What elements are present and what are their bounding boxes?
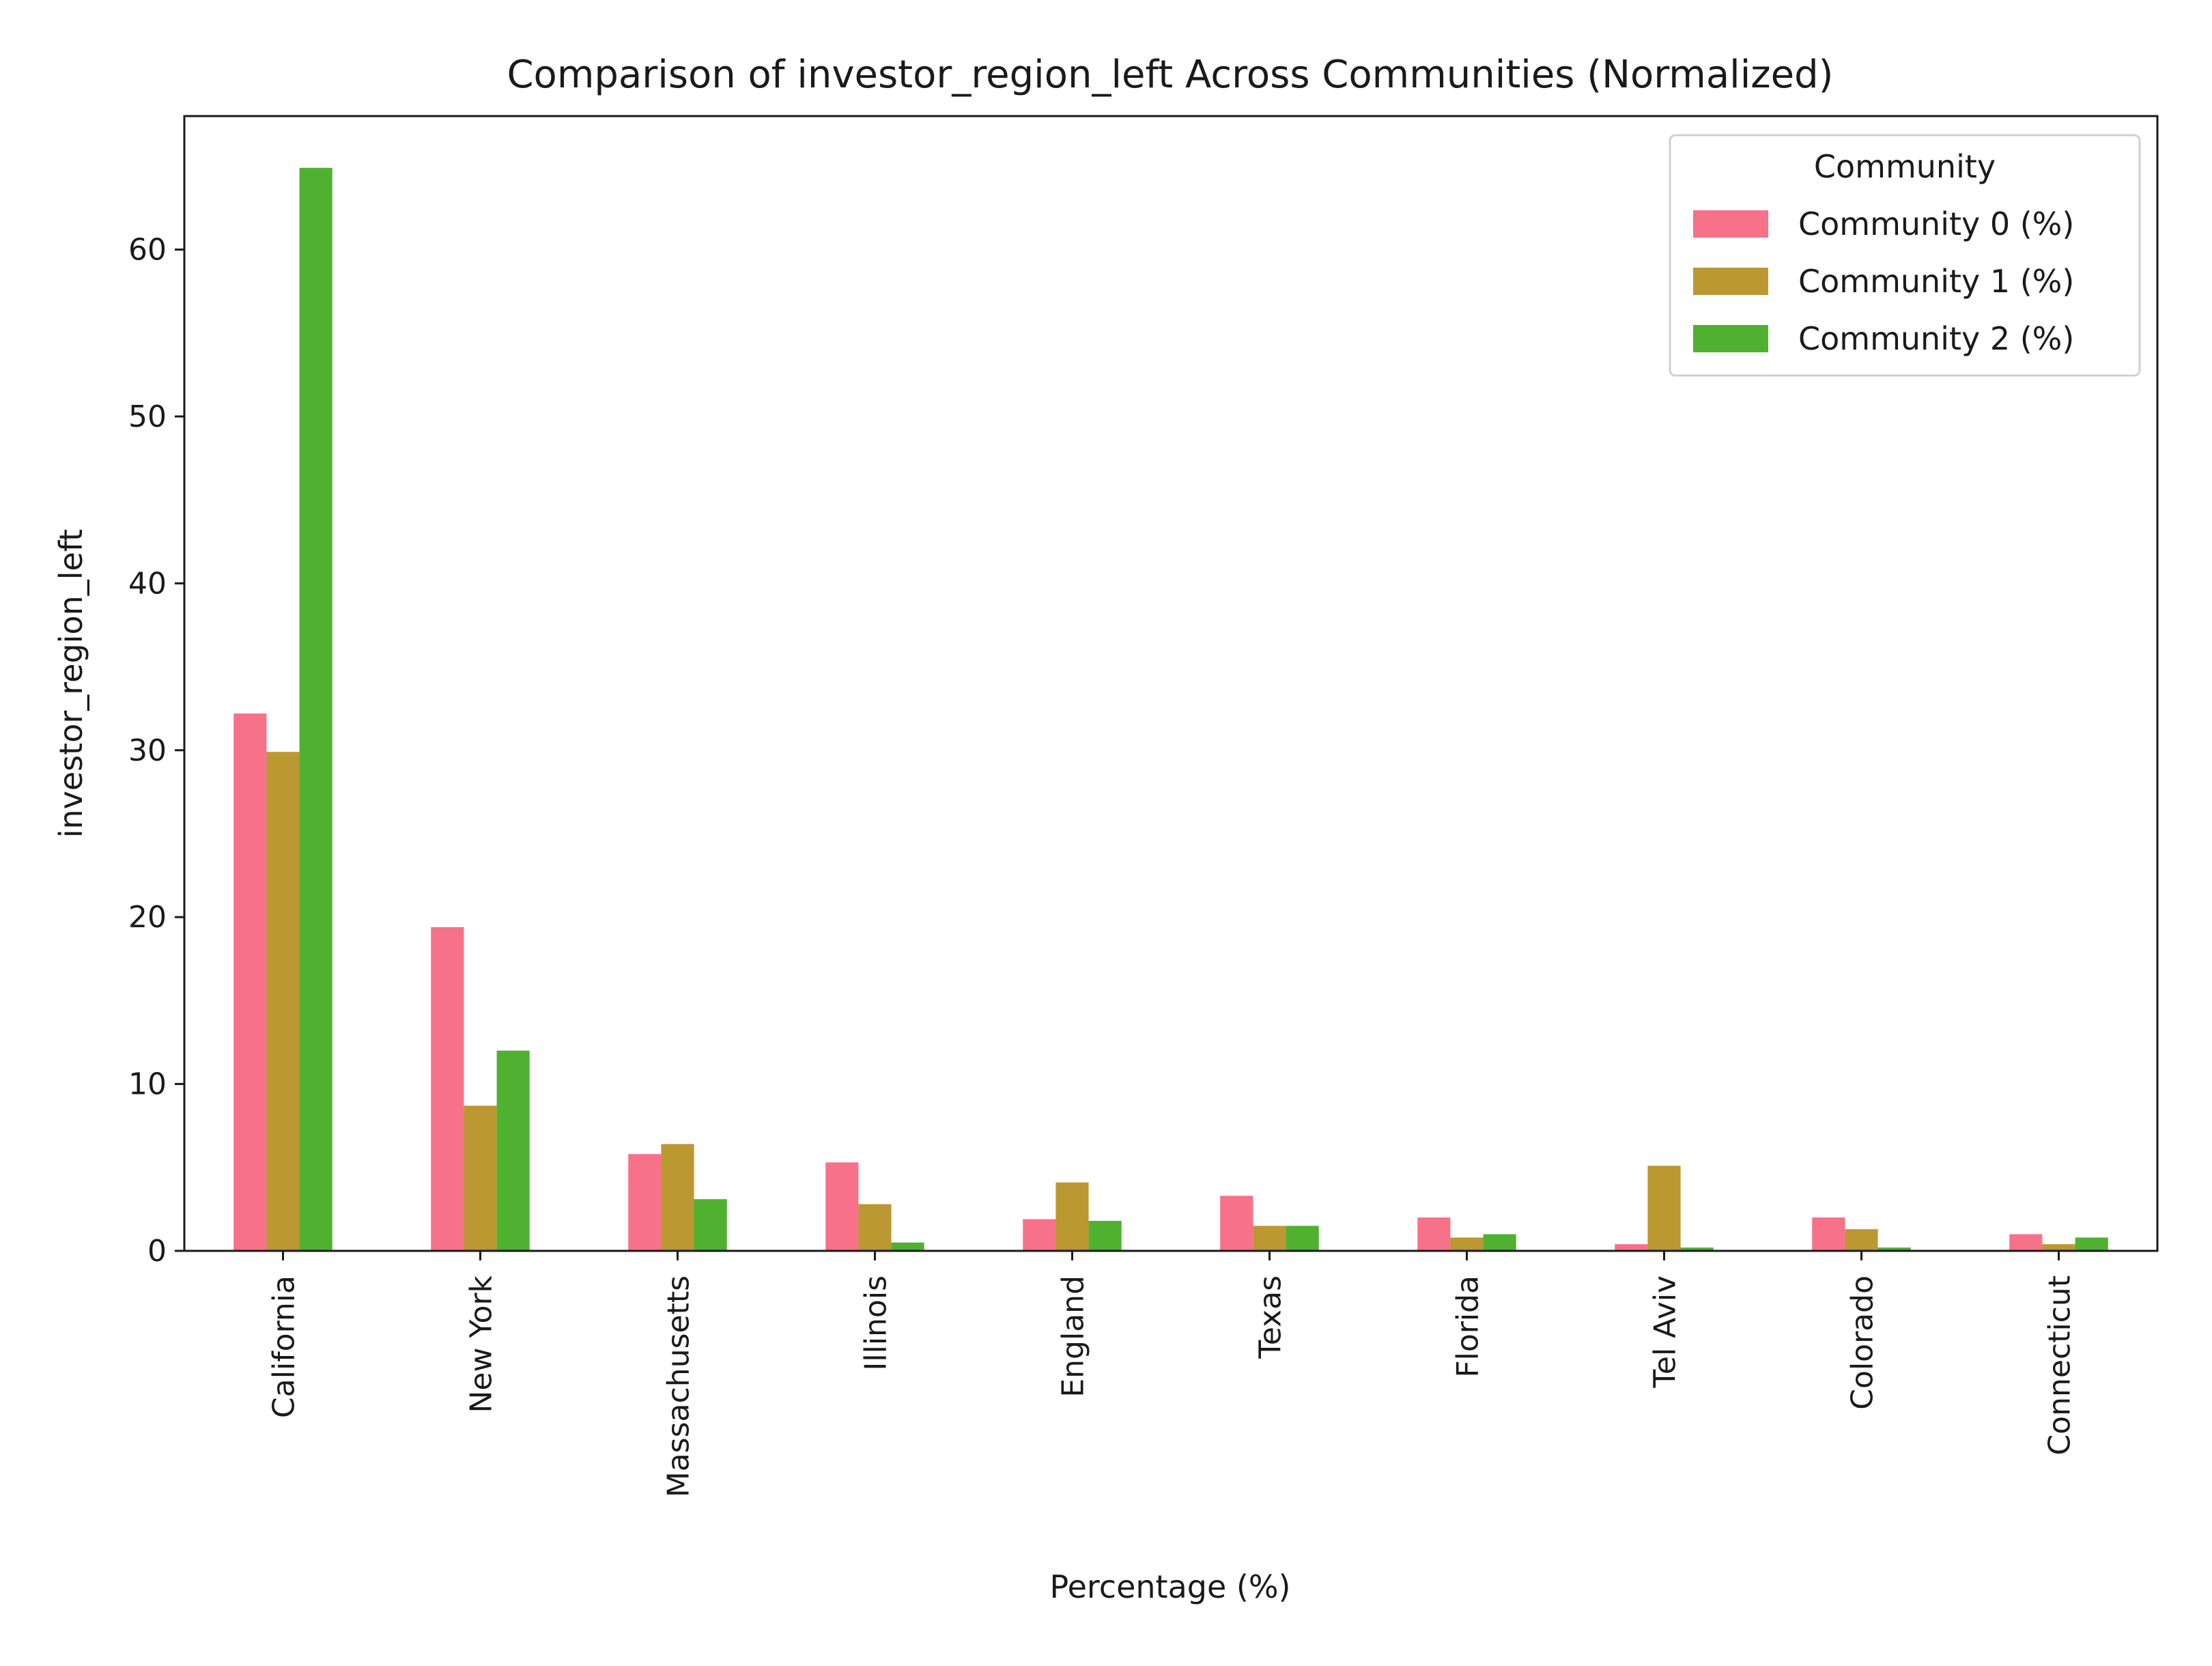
bar-tel-aviv-community-0 [1615,1244,1648,1251]
y-tick-label: 50 [128,399,167,434]
y-axis-ticks: 0 10 20 30 40 50 60 [128,233,184,1269]
y-tick-label: 60 [128,233,167,268]
bar-england-community-2 [1088,1221,1122,1251]
bar-connecticut-community-0 [2009,1234,2043,1251]
bar-florida-community-0 [1417,1217,1451,1251]
bar-new-york-community-1 [464,1105,497,1251]
bar-california-community-1 [266,752,300,1251]
y-tick-label: 10 [128,1067,167,1102]
chart-title: Comparison of investor_region_left Acros… [507,53,1833,97]
x-axis-ticks: California New York Massachusetts Illinois E… [267,1251,2078,1497]
x-tick-label-illinois: Illinois [859,1275,894,1371]
legend-items: Community 0 (%) Community 1 (%) Community … [1693,206,2074,357]
x-axis-title: Percentage (%) [1050,1568,1291,1605]
bar-england-community-1 [1055,1182,1089,1251]
bar-texas-community-1 [1253,1226,1286,1251]
bar-connecticut-community-2 [2075,1237,2108,1251]
legend-swatch-community-2 [1693,325,1768,352]
bar-england-community-0 [1023,1219,1056,1251]
bar-texas-community-2 [1286,1226,1319,1251]
legend-label-community-2: Community 2 (%) [1798,320,2074,357]
bar-illinois-community-2 [891,1242,924,1251]
x-tick-label-colorado: Colorado [1845,1275,1880,1410]
bar-colorado-community-1 [1845,1229,1878,1251]
bars-layer [233,167,2108,1251]
bar-illinois-community-1 [858,1204,892,1251]
legend-swatch-community-1 [1693,268,1768,295]
bar-new-york-community-2 [496,1050,530,1251]
legend-label-community-1: Community 1 (%) [1798,263,2074,300]
legend: Community Community 0 (%) Community 1 (%)… [1669,134,2141,377]
x-tick-label-texas: Texas [1253,1275,1288,1359]
bar-florida-community-2 [1483,1234,1516,1251]
bar-california-community-2 [299,167,332,1251]
x-tick-label-florida: Florida [1451,1275,1486,1378]
x-tick-label-california: California [267,1275,302,1418]
x-tick-label-england: England [1056,1275,1091,1398]
x-tick-label-massachusetts: Massachusetts [662,1275,696,1497]
plot-frame [183,115,2159,1252]
bar-colorado-community-2 [1877,1247,1911,1251]
y-axis-title: investor_region_left [53,529,89,838]
bar-florida-community-1 [1450,1237,1484,1251]
y-tick-label: 40 [128,566,167,601]
bar-illinois-community-0 [825,1162,859,1251]
y-tick-label: 30 [128,733,167,768]
bar-new-york-community-0 [431,927,464,1251]
legend-label-community-0: Community 0 (%) [1798,206,2074,242]
bar-tel-aviv-community-2 [1680,1247,1714,1251]
bar-texas-community-0 [1220,1196,1253,1251]
y-tick-label: 0 [147,1234,167,1269]
legend-swatch-community-0 [1693,210,1768,238]
legend-title: Community [1814,148,1996,185]
x-tick-label-connecticut: Connecticut [2043,1275,2078,1455]
legend-box [1669,134,2141,377]
x-tick-label-tel-aviv: Tel Aviv [1648,1275,1683,1389]
bar-tel-aviv-community-1 [1647,1166,1681,1251]
x-tick-label-new-york: New York [464,1275,499,1413]
bar-massachusetts-community-2 [694,1199,727,1251]
bar-connecticut-community-1 [2042,1244,2075,1251]
y-tick-label: 20 [128,900,167,935]
bar-massachusetts-community-0 [628,1154,662,1251]
bar-california-community-0 [233,713,267,1251]
bar-colorado-community-0 [1812,1217,1845,1251]
bar-massachusetts-community-1 [661,1144,694,1251]
